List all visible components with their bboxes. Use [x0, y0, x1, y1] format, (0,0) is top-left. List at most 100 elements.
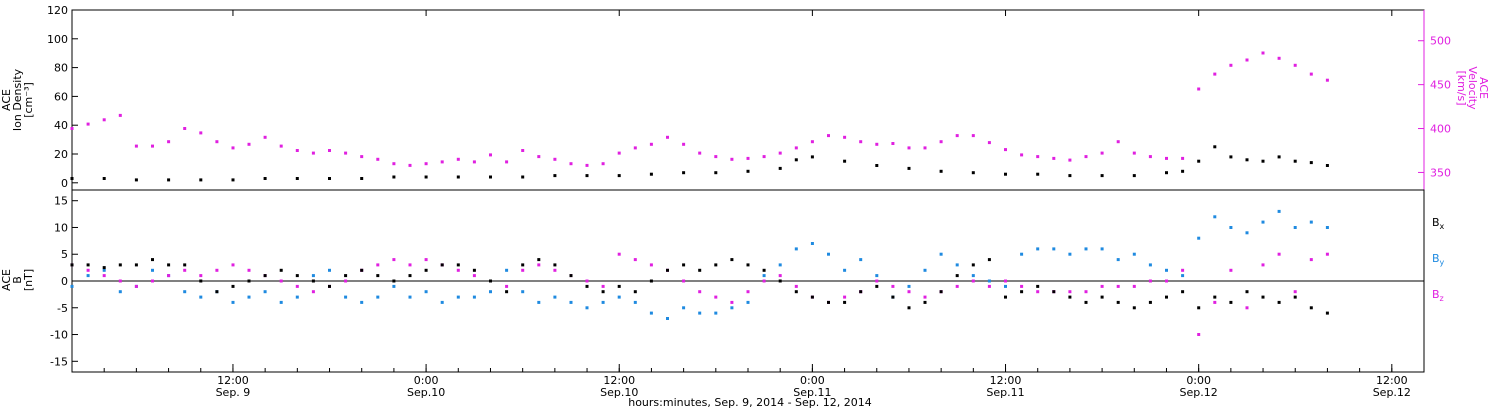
bx-series-point [778, 279, 782, 283]
velocity-series-point [392, 162, 396, 166]
bx-series-point [392, 279, 396, 283]
bx-series-point [1068, 295, 1072, 299]
bx-series-point [955, 274, 959, 278]
bz-series-point [730, 300, 734, 304]
density-series-point [328, 177, 331, 180]
legend-by: By [1432, 252, 1445, 267]
bz-series-point [1020, 284, 1024, 288]
bx-series-point [505, 290, 509, 294]
bx-series-point [440, 263, 444, 267]
velocity-series-point [649, 142, 653, 146]
by-series-point [778, 263, 782, 267]
by-series-point [231, 300, 235, 304]
time-tick-label: 12:00 [603, 374, 635, 387]
velocity-series-point [1325, 78, 1329, 82]
velocity-series-point [617, 151, 621, 155]
by-series-point [408, 295, 412, 299]
velocity-series-point [376, 157, 380, 161]
velocity-series-point [891, 142, 895, 145]
bx-series-point [1181, 290, 1185, 294]
bz-series-point [698, 290, 702, 294]
velocity-series-point [682, 142, 686, 146]
bz-series-point [151, 279, 154, 283]
velocity-series-point [118, 113, 122, 117]
bx-series-point [311, 279, 315, 283]
date-tick-label: Sep.10 [407, 386, 445, 399]
bz-series-point [923, 295, 927, 299]
velocity-series-point [199, 131, 203, 135]
bz-series-point [1213, 300, 1217, 304]
bx-series-point [167, 263, 171, 267]
velocity-series-point [1277, 56, 1281, 60]
bz-series-point [472, 274, 476, 278]
bx-series-point [1036, 284, 1040, 288]
density-series-point [102, 177, 106, 180]
density-series-point [1036, 172, 1040, 176]
velocity-series-point [521, 149, 525, 152]
density-series-point [1277, 155, 1281, 159]
bx-series-point [344, 274, 348, 278]
bz-series-point [843, 295, 847, 299]
legend-bx: Bx [1432, 216, 1445, 231]
b-axis-title-line: ACE [0, 269, 13, 291]
bz-series-point [617, 252, 621, 256]
by-series-point [424, 290, 428, 294]
bz-series-point [778, 274, 782, 278]
bx-series-point [489, 279, 492, 283]
by-series-point [1293, 226, 1297, 229]
b-tick-label: 10 [54, 221, 68, 234]
velocity-series-point [231, 146, 235, 150]
bx-series-point [666, 268, 669, 272]
bz-series-point [102, 274, 106, 278]
velocity-series-point [778, 151, 782, 155]
bx-series-point [875, 284, 879, 288]
bz-series-point [714, 295, 718, 299]
bx-series-point [923, 300, 927, 304]
density-series-point [810, 155, 814, 159]
density-series-point [134, 178, 138, 182]
bz-series-point [1245, 306, 1249, 310]
by-series-point [1213, 215, 1217, 219]
density-series-point [392, 175, 396, 179]
density-series-point [1213, 145, 1217, 149]
velocity-tick-label: 450 [1430, 79, 1451, 92]
bx-series-point [1245, 290, 1249, 294]
bz-series-point [1084, 290, 1088, 294]
by-series-point [537, 300, 541, 304]
bx-series-point [376, 274, 380, 278]
bz-series-point [1229, 268, 1233, 272]
density-series-point [1229, 155, 1233, 159]
by-series-point [392, 284, 396, 288]
time-tick-label: 0:00 [1186, 374, 1211, 387]
velocity-series-point [827, 134, 830, 138]
density-tick-label: 60 [54, 90, 68, 103]
velocity-series-point [70, 127, 74, 130]
bz-series-point [1004, 279, 1007, 283]
by-series-point [1229, 226, 1233, 229]
by-series-point [923, 268, 927, 272]
bz-series-point [247, 268, 251, 272]
velocity-series-point [102, 118, 106, 122]
by-series-point [472, 295, 476, 299]
bx-series-point [279, 268, 283, 272]
velocity-series-point [1004, 148, 1007, 152]
velocity-series-point [1148, 155, 1152, 159]
density-series-point [746, 169, 750, 173]
bz-series-point [537, 263, 541, 267]
density-series [70, 145, 1329, 182]
bx-series-point [183, 263, 187, 267]
by-series-point [263, 290, 267, 294]
velocity-series-point [1068, 158, 1072, 162]
density-series-point [1293, 159, 1297, 163]
velocity-series-point [424, 162, 428, 166]
velocity-series-point [247, 142, 251, 146]
by-series-point [859, 258, 863, 262]
density-axis-title-line: Ion Density [11, 68, 24, 131]
density-axis-title-line: [cm⁻³] [22, 82, 35, 118]
legend-base: B [1432, 216, 1440, 229]
bx-series-point [1165, 295, 1168, 299]
velocity-series-point [971, 134, 975, 138]
by-series-point [376, 295, 380, 299]
density-series-point [714, 171, 718, 175]
